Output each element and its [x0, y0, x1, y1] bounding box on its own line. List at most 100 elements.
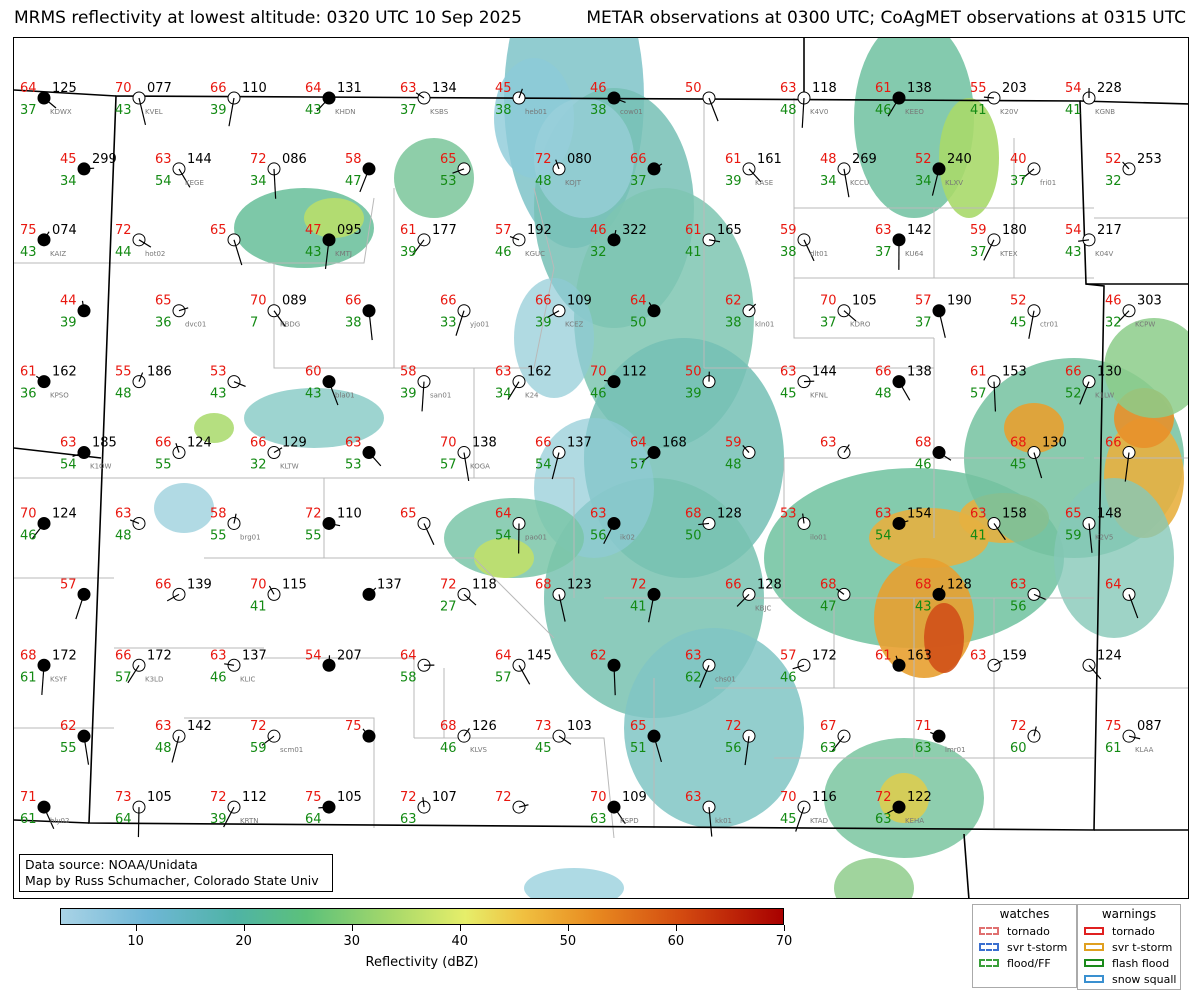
station-dewpoint: 37 — [875, 245, 892, 260]
station-dewpoint: 41 — [970, 103, 987, 118]
station-id: KLVS — [470, 746, 488, 754]
station-id: KTAD — [810, 817, 828, 825]
station-id: KCCU — [850, 179, 869, 187]
station-dewpoint: 45 — [1010, 316, 1027, 331]
station-pressure: 168 — [662, 436, 687, 451]
station-temperature: 68 — [20, 648, 37, 663]
station-dewpoint: 37 — [970, 245, 987, 260]
station-pressure: 240 — [947, 152, 972, 167]
station-dewpoint: 36 — [20, 387, 37, 402]
station-dewpoint: 37 — [1010, 174, 1027, 189]
station-dewpoint: 41 — [630, 599, 647, 614]
station-pressure: 080 — [567, 152, 592, 167]
station-dewpoint: 57 — [115, 670, 132, 685]
station-temperature: 75 — [1105, 719, 1122, 734]
station-dewpoint: 43 — [305, 387, 322, 402]
wind-barb-icon — [551, 452, 560, 480]
station-temperature: 75 — [305, 790, 322, 805]
station-temperature: 55 — [970, 81, 987, 96]
station-id: kln01 — [755, 321, 774, 329]
station-temperature: 72 — [725, 719, 742, 734]
wind-barb-icon — [318, 806, 330, 809]
warnings-legend-title: warnings — [1101, 907, 1157, 921]
station-dewpoint: 41 — [970, 528, 987, 543]
station-dewpoint: 63 — [590, 812, 607, 827]
station-dewpoint: 32 — [1105, 174, 1122, 189]
wind-barb-icon — [993, 523, 1006, 541]
station-pressure: 087 — [1137, 719, 1162, 734]
station-pressure: 144 — [812, 365, 837, 380]
station-temperature: 66 — [725, 577, 742, 592]
station-temperature: 66 — [115, 648, 132, 663]
station-temperature: 63 — [155, 719, 172, 734]
station-temperature: 63 — [115, 506, 132, 521]
county-line — [184, 717, 375, 828]
station-pressure: 253 — [1137, 152, 1162, 167]
station-id: kk01 — [715, 817, 732, 825]
wind-barb-icon — [75, 594, 85, 620]
station-id: chs01 — [715, 675, 736, 683]
station-dewpoint: 57 — [970, 387, 987, 402]
station-dewpoint: 45 — [535, 741, 552, 756]
radar-map[interactable]: 64 37 125 KDWX 70 43 077 KVEL 66 39 110 64 43 131 KHDN… — [13, 37, 1189, 899]
station-model: 60 43 bla01 — [305, 365, 355, 406]
station-id: K04V — [1095, 250, 1113, 258]
radar-echo — [194, 413, 234, 443]
station-pressure: 217 — [1097, 223, 1122, 238]
station-model: 70 43 077 KVEL — [115, 81, 172, 125]
station-model: 66 139 — [155, 577, 212, 602]
station-model: 52 32 253 — [1105, 152, 1162, 189]
sky-cover-icon — [132, 516, 146, 530]
radar-echo — [1004, 403, 1064, 453]
station-model: 68 45 130 — [1010, 436, 1067, 479]
observation-times-title: METAR observations at 0300 UTC; CoAgMET … — [586, 8, 1186, 28]
station-temperature: 52 — [1105, 152, 1122, 167]
station-pressure: 124 — [1097, 648, 1122, 663]
station-temperature: 72 — [875, 790, 892, 805]
radar-echo — [939, 98, 999, 218]
station-id: KRTN — [240, 817, 258, 825]
station-temperature: 66 — [210, 81, 227, 96]
wind-barb-icon — [801, 97, 805, 128]
wind-barb-icon — [463, 728, 470, 737]
station-pressure: 105 — [147, 790, 172, 805]
station-model: 70 45 116 KTAD — [780, 790, 837, 832]
station-id: KBDG — [280, 321, 300, 329]
station-temperature: 63 — [875, 506, 892, 521]
station-temperature: 63 — [685, 648, 702, 663]
station-pressure: 148 — [1097, 506, 1122, 521]
station-temperature: 46 — [1105, 294, 1122, 309]
station-model: 75 64 105 — [305, 790, 362, 827]
wind-barb-icon — [411, 239, 425, 256]
station-temperature: 70 — [590, 365, 607, 380]
station-temperature: 58 — [400, 365, 417, 380]
station-temperature: 63 — [155, 152, 172, 167]
station-id: dlt01 — [810, 250, 828, 258]
station-temperature: 57 — [495, 223, 512, 238]
colorbar-tick-mark — [135, 925, 137, 931]
station-id: KOJT — [565, 179, 582, 187]
station-model: 59 38 dlt01 — [780, 223, 828, 262]
station-dewpoint: 43 — [115, 103, 132, 118]
station-pressure: 107 — [432, 790, 457, 805]
station-pressure: 269 — [852, 152, 877, 167]
station-temperature: 64 — [630, 436, 647, 451]
legend-swatch — [1084, 927, 1104, 935]
station-model: 66 33 yjo01 — [440, 294, 489, 336]
wind-barb-icon — [518, 664, 531, 685]
station-model: 64 57 145 — [495, 648, 552, 685]
wind-barb-icon — [653, 736, 663, 763]
station-dewpoint: 56 — [725, 741, 742, 756]
station-dewpoint: 46 — [495, 245, 512, 260]
station-id: KSBS — [430, 108, 449, 116]
legend-label: tornado — [1112, 924, 1155, 938]
wind-barb-icon — [898, 520, 909, 525]
sky-cover-icon — [797, 516, 811, 530]
station-temperature: 59 — [725, 436, 742, 451]
station-model: 66 39 109 KCEZ — [535, 294, 592, 331]
wind-barb-icon — [792, 664, 805, 670]
station-temperature: 54 — [1065, 81, 1082, 96]
station-id: scm01 — [280, 746, 303, 754]
